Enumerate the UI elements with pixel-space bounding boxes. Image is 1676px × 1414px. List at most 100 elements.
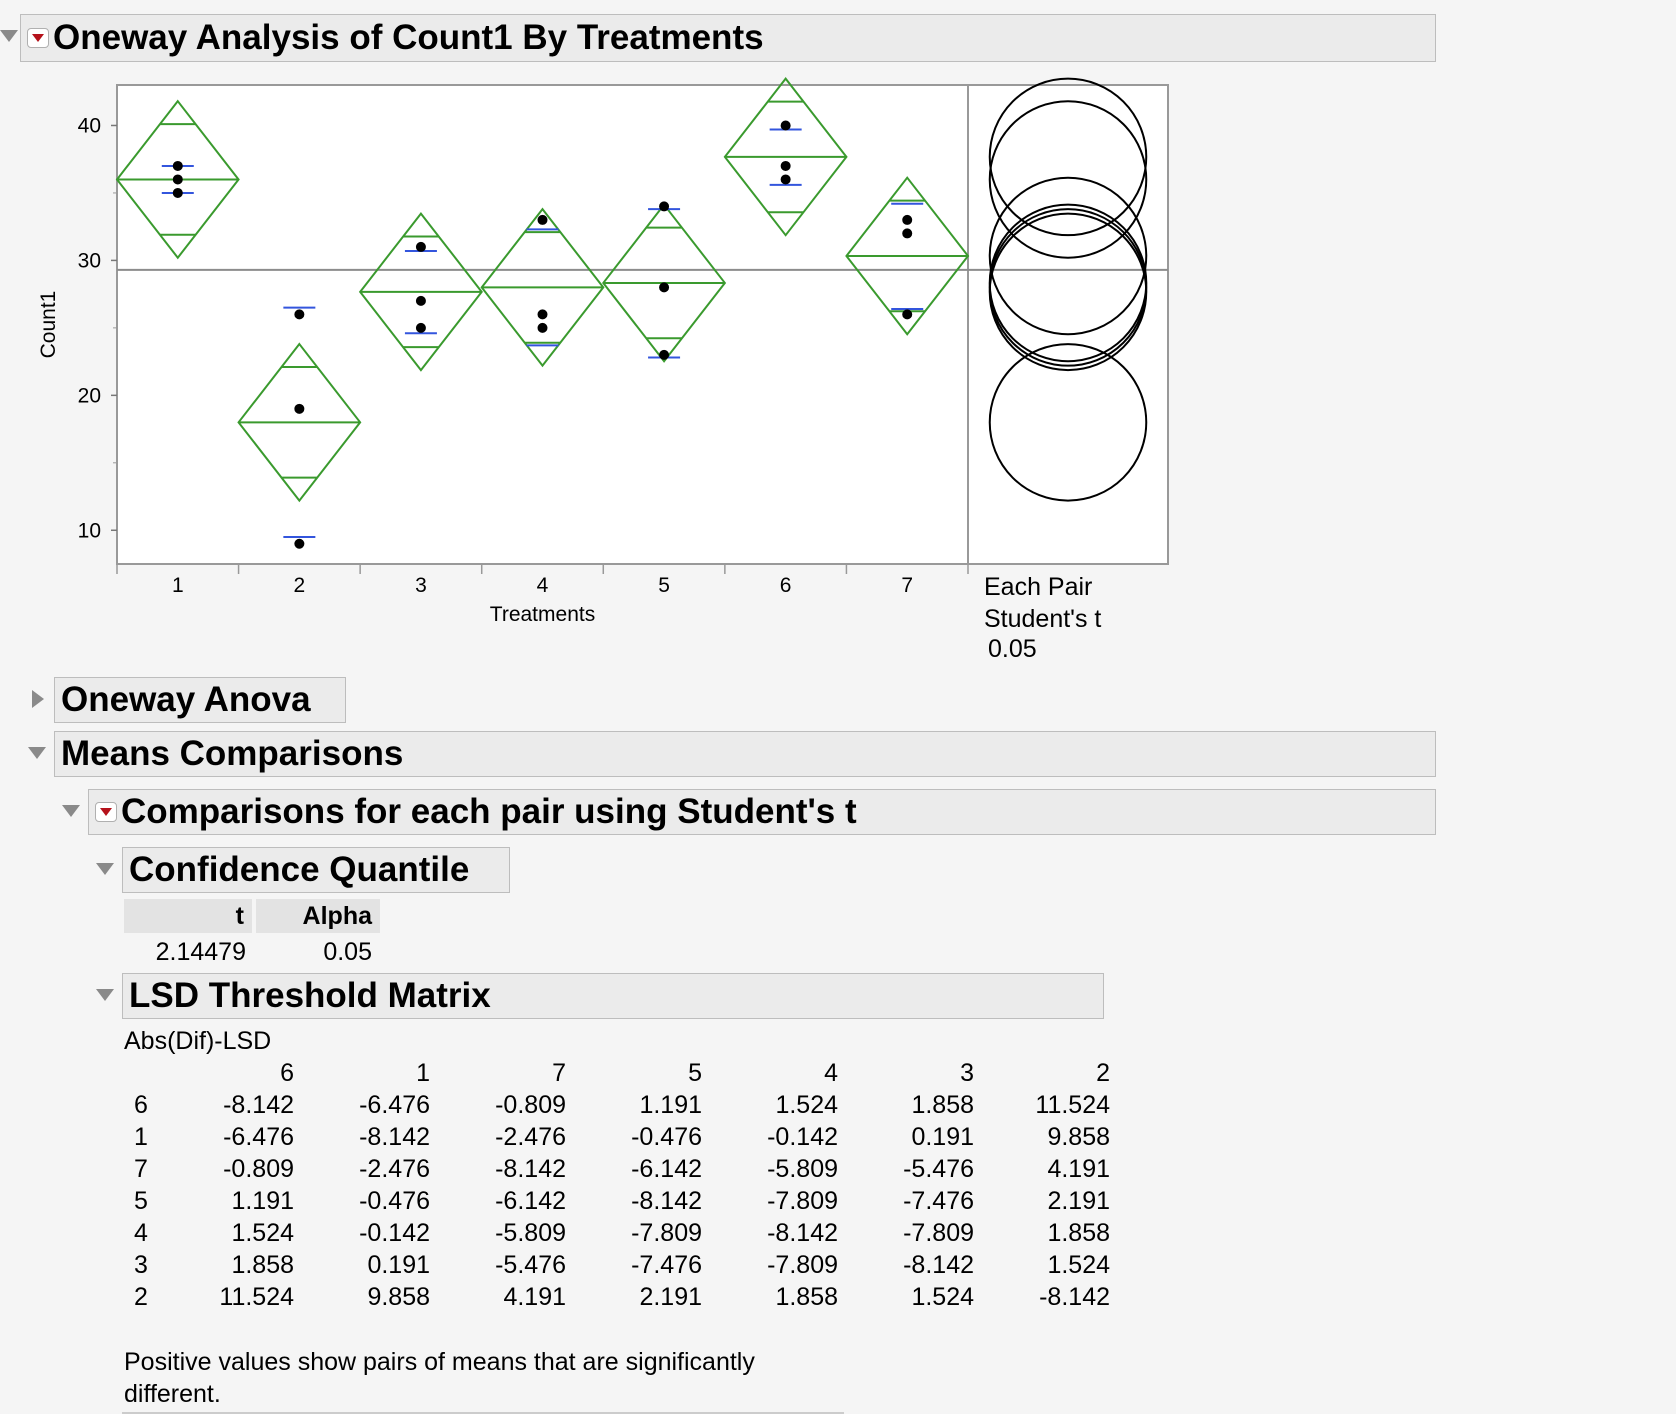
comparison-circle [988, 100, 1148, 259]
comparison-circle [988, 203, 1148, 363]
lsd-cell: 0.191 [911, 1123, 974, 1151]
lsd-col-header: 1 [416, 1059, 430, 1087]
lsd-cell: -7.809 [767, 1251, 838, 1279]
cq-alpha-header: Alpha [256, 899, 380, 933]
lsd-cell: -6.476 [359, 1091, 430, 1119]
circle-label-test: Student's t [984, 605, 1101, 633]
confidence-quantile-header[interactable]: Confidence Quantile [122, 847, 510, 893]
lsd-note-line1: Positive values show pairs of means that… [124, 1348, 755, 1376]
y-axis-label: Count1 [37, 291, 60, 359]
x-tick-label: 5 [658, 574, 670, 597]
collapse-pair-icon[interactable] [62, 805, 80, 817]
means-title: Means Comparisons [61, 734, 404, 773]
means-comparisons-header[interactable]: Means Comparisons [54, 731, 1436, 777]
pair-comparisons-header[interactable]: Comparisons for each pair using Student'… [88, 789, 1436, 835]
expand-anova-icon[interactable] [32, 690, 44, 708]
y-tick-label: 30 [78, 249, 101, 272]
lsd-row-label: 5 [134, 1187, 148, 1215]
means-diamond [602, 203, 727, 363]
data-point [780, 174, 791, 185]
lsd-cell: 2.191 [639, 1283, 702, 1311]
red-triangle-menu-icon[interactable] [27, 28, 49, 48]
data-point [172, 174, 183, 185]
cq-t-header: t [124, 899, 252, 933]
lsd-cell: 1.858 [775, 1283, 838, 1311]
lsd-cell: -8.142 [495, 1155, 566, 1183]
lsd-row-label: 1 [134, 1123, 148, 1151]
data-point [537, 214, 548, 225]
means-diamond [723, 77, 848, 237]
lsd-title: LSD Threshold Matrix [129, 976, 491, 1015]
lsd-cell: -8.142 [631, 1187, 702, 1215]
lsd-row-label: 2 [134, 1283, 148, 1311]
cq-alpha-value: 0.05 [323, 938, 372, 966]
lsd-cell: -0.809 [223, 1155, 294, 1183]
x-tick-label: 1 [172, 574, 184, 597]
lsd-cell: 1.524 [231, 1219, 294, 1247]
lsd-cell: 4.191 [1047, 1155, 1110, 1183]
y-tick-label: 10 [78, 519, 101, 542]
lsd-cell: -5.476 [495, 1251, 566, 1279]
lsd-col-header: 5 [688, 1059, 702, 1087]
outline-collapse-icon[interactable] [0, 30, 18, 42]
data-point [902, 214, 913, 225]
cq-t-value: 2.14479 [155, 938, 246, 966]
data-point [294, 309, 305, 320]
x-tick-label: 6 [780, 574, 792, 597]
anova-title: Oneway Anova [61, 680, 311, 719]
lsd-cell: -2.476 [359, 1155, 430, 1183]
lsd-row-label: 6 [134, 1091, 148, 1119]
lsd-cell: 1.524 [1047, 1251, 1110, 1279]
collapse-cq-icon[interactable] [96, 863, 114, 875]
lsd-cell: -0.476 [631, 1123, 702, 1151]
means-diamond [237, 342, 362, 503]
lsd-col-header: 4 [824, 1059, 838, 1087]
x-tick-label: 3 [415, 574, 427, 597]
collapse-lsd-icon[interactable] [96, 989, 114, 1001]
means-diamond [480, 207, 605, 368]
lsd-col-header: 3 [960, 1059, 974, 1087]
lsd-col-header: 7 [552, 1059, 566, 1087]
x-tick-label: 4 [537, 574, 549, 597]
lsd-cell: -2.476 [495, 1123, 566, 1151]
y-tick-label: 40 [78, 114, 101, 137]
lsd-cell: -7.476 [631, 1251, 702, 1279]
lsd-cell: -0.476 [359, 1187, 430, 1215]
data-point [415, 241, 426, 252]
lsd-cell: -5.809 [495, 1219, 566, 1247]
lsd-cell: 11.524 [1035, 1091, 1110, 1119]
lsd-cell: -7.809 [903, 1219, 974, 1247]
lsd-cell: -8.142 [1039, 1283, 1110, 1311]
report-title: Oneway Analysis of Count1 By Treatments [53, 18, 764, 57]
lsd-row-label: 3 [134, 1251, 148, 1279]
lsd-subtitle: Abs(Dif)-LSD [124, 1027, 272, 1055]
oneway-plot: 10 20 30 40 Count1 1 2 3 4 5 6 7 Treatments Each Pair… [37, 77, 1169, 663]
red-triangle-menu-icon[interactable] [95, 802, 117, 822]
lsd-cell: -0.142 [767, 1123, 838, 1151]
lsd-cell: 11.524 [219, 1283, 294, 1311]
data-point [902, 309, 913, 320]
lsd-cell: -8.142 [767, 1219, 838, 1247]
lsd-cell: 1.524 [911, 1283, 974, 1311]
x-axis-label: Treatments [490, 603, 595, 626]
data-point [537, 309, 548, 320]
comparison-circle [988, 343, 1148, 502]
collapse-means-icon[interactable] [28, 747, 46, 759]
data-point [902, 228, 913, 239]
lsd-threshold-header[interactable]: LSD Threshold Matrix [122, 973, 1104, 1019]
pair-title: Comparisons for each pair using Student'… [121, 792, 857, 831]
data-point [294, 403, 305, 414]
means-diamond [358, 211, 483, 372]
data-point [415, 295, 426, 306]
oneway-anova-header[interactable]: Oneway Anova [54, 677, 346, 723]
oneway-report-header[interactable]: Oneway Analysis of Count1 By Treatments [20, 14, 1436, 62]
lsd-cell: 1.524 [775, 1091, 838, 1119]
lsd-cell: 1.858 [1047, 1219, 1110, 1247]
lsd-cell: 1.858 [231, 1251, 294, 1279]
lsd-col-header: 2 [1096, 1059, 1110, 1087]
lsd-cell: 2.191 [1047, 1187, 1110, 1215]
y-tick-label: 20 [78, 384, 101, 407]
data-point [659, 282, 670, 293]
circle-label-method: Each Pair [984, 573, 1092, 601]
lsd-note-line2: different. [124, 1380, 221, 1408]
